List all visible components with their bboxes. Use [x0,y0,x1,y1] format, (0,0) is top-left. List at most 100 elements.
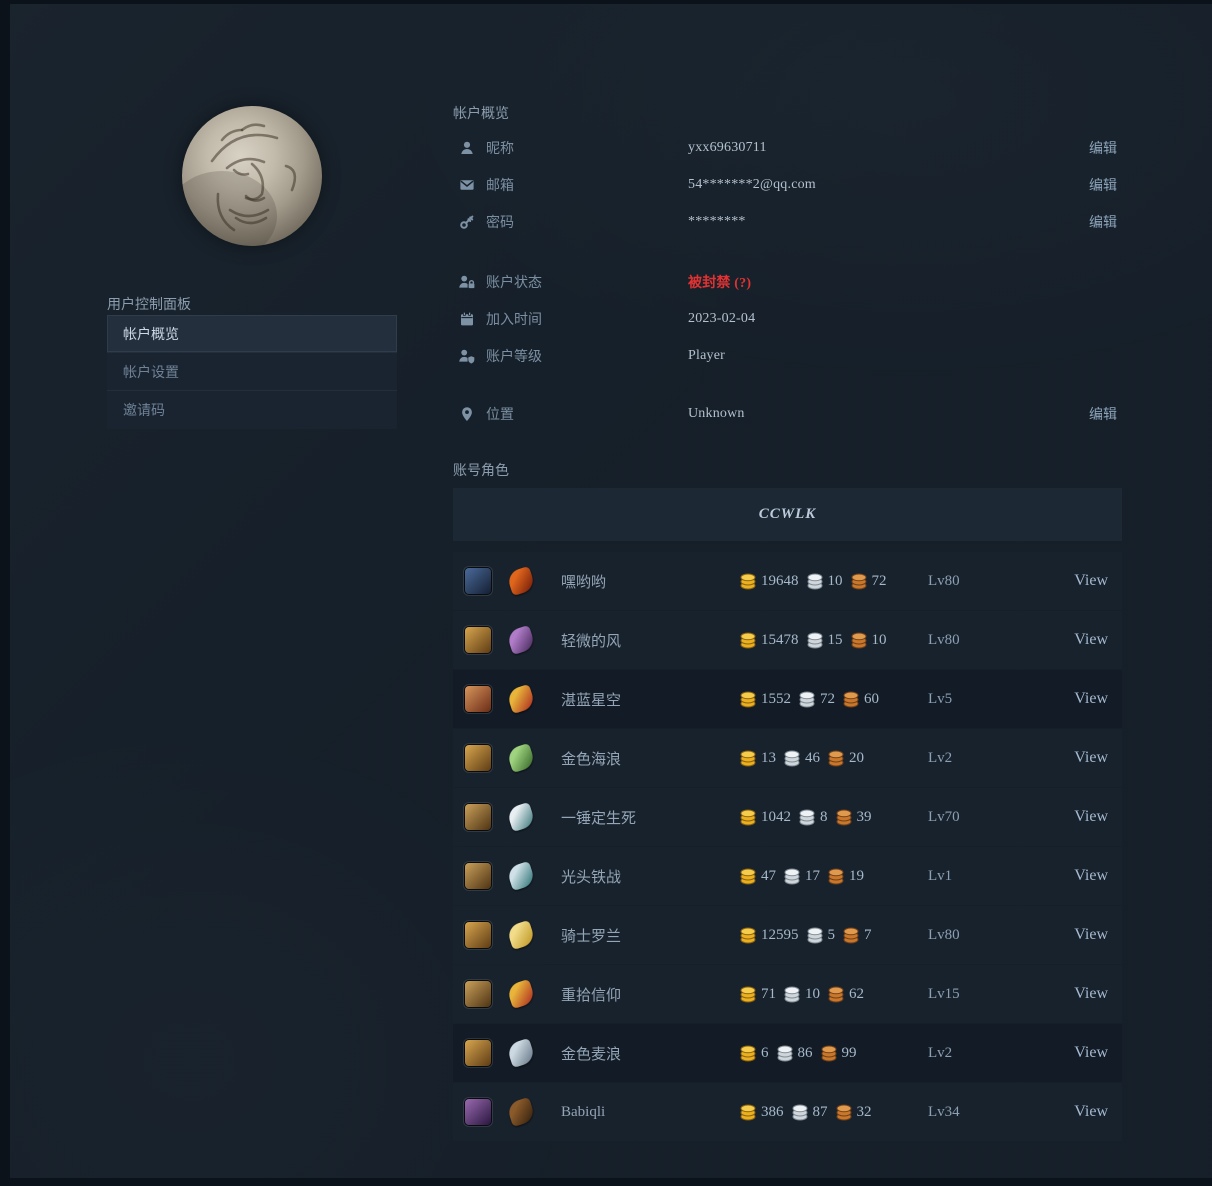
gold-coin-icon [739,809,758,826]
bloodelf-female-portrait-icon [465,627,491,653]
gold-amount: 386 [761,1103,784,1120]
edit-link[interactable]: 编辑 [1089,176,1117,193]
gold-amount: 13 [761,749,776,766]
warrior-sword-icon [505,860,537,892]
character-level: Lv80 [928,572,960,589]
silver-amount: 8 [820,808,828,825]
view-link[interactable]: View [1074,808,1108,825]
view-link[interactable]: View [1074,1044,1108,1061]
copper-coin-icon [820,1045,839,1062]
view-link[interactable]: View [1074,867,1108,884]
character-level: Lv2 [928,749,953,766]
view-link[interactable]: View [1074,690,1108,707]
character-row: 一锤定生死 1042 8 39 Lv70 View [453,788,1122,846]
character-row: 金色麦浪 6 86 99 Lv2 View [453,1024,1122,1082]
character-level: Lv5 [928,690,953,707]
group-gap [453,240,1122,263]
gold-coin-icon [739,691,758,708]
gold-coin-icon [739,750,758,767]
edit-link[interactable]: 编辑 [1089,213,1117,230]
character-name: 嘿哟哟 [561,574,607,591]
deathknight-portrait-icon [465,568,491,594]
race-icon-cell [465,863,509,889]
view-link[interactable]: View [1074,572,1108,589]
sidebar-item-1[interactable]: 帐户设置 [107,353,397,391]
copper-amount: 39 [856,808,872,825]
mail-icon [458,177,476,193]
user-icon [458,140,476,156]
silver-coin-icon [783,986,802,1003]
group-gap [453,374,1122,395]
race-icon-cell [465,804,509,830]
character-row: 重拾信仰 71 10 62 Lv15 View [453,965,1122,1023]
silver-coin-icon [798,809,817,826]
silver-coin-icon [783,750,802,767]
view-link[interactable]: View [1074,749,1108,766]
overview-row: 加入时间 2023-02-04 [453,300,1122,337]
race-icon-cell [465,686,509,712]
field-value: ******** [688,213,746,229]
view-link[interactable]: View [1074,1103,1108,1120]
character-name: 一锤定生死 [561,810,637,827]
silver-amount: 10 [827,572,843,589]
class-icon-cell [505,860,561,892]
main-content: 帐户概览 昵称 yxx69630711 编辑 邮箱 54*******2@qq.com 编… [453,103,1122,1142]
character-level: Lv2 [928,1044,953,1061]
view-link[interactable]: View [1074,631,1108,648]
bloodelf-female-portrait-icon [465,922,491,948]
paladin-libram-icon [505,919,537,951]
copper-amount: 20 [849,749,864,766]
view-link[interactable]: View [1074,985,1108,1002]
silver-coin-icon [806,632,825,649]
class-icon-cell [505,683,561,715]
field-label: 昵称 [486,139,514,156]
class-icon-cell [505,801,561,833]
view-link[interactable]: View [1074,926,1108,943]
edit-link[interactable]: 编辑 [1089,139,1117,156]
sidebar-item-2[interactable]: 邀请码 [107,391,397,429]
character-money: 386 87 32 [727,1104,928,1121]
copper-coin-icon [827,868,846,885]
character-money: 71 10 62 [727,986,928,1003]
field-label: 邮箱 [486,176,514,193]
sidebar-item-label: 帐户设置 [123,363,179,380]
silver-amount: 10 [805,985,820,1002]
character-name: 湛蓝星空 [561,692,622,709]
gold-amount: 1552 [761,690,791,707]
overview-section-title: 帐户概览 [453,105,509,121]
gold-coin-icon [739,1045,758,1062]
sidebar-item-0[interactable]: 帐户概览 [107,315,397,353]
copper-coin-icon [827,750,846,767]
silver-coin-icon [791,1104,810,1121]
character-row: 嘿哟哟 19648 10 72 Lv80 View [453,552,1122,610]
class-icon-cell [505,624,561,656]
class-icon-cell [505,919,561,951]
silver-amount: 46 [805,749,820,766]
copper-amount: 19 [849,867,864,884]
human-male-portrait-icon [465,981,491,1007]
field-label: 加入时间 [486,310,542,327]
edit-link[interactable]: 编辑 [1089,405,1117,422]
character-level: Lv15 [928,985,960,1002]
field-value: Player [688,347,725,363]
copper-coin-icon [842,691,861,708]
gold-coin-icon [739,927,758,944]
character-level: Lv70 [928,808,960,825]
field-label: 账户状态 [486,273,542,290]
frost-sigil-icon [505,1037,537,1069]
calendar-icon [458,311,476,327]
gold-amount: 19648 [761,572,799,589]
sidebar-menu: 帐户概览帐户设置邀请码 [107,315,397,429]
field-value: 2023-02-04 [688,310,756,326]
race-icon-cell [465,627,509,653]
silver-coin-icon [798,691,817,708]
user-lock-icon [458,274,476,290]
character-level: Lv34 [928,1103,960,1120]
overview-rows: 昵称 yxx69630711 编辑 邮箱 54*******2@qq.com 编辑 密码 **… [453,129,1122,432]
scarlet-tabard-icon [505,978,537,1010]
overview-row: 账户等级 Player [453,337,1122,374]
character-name: Babiqli [561,1103,606,1120]
gold-coin-icon [739,1104,758,1121]
copper-coin-icon [850,632,869,649]
silver-amount: 87 [812,1103,828,1120]
